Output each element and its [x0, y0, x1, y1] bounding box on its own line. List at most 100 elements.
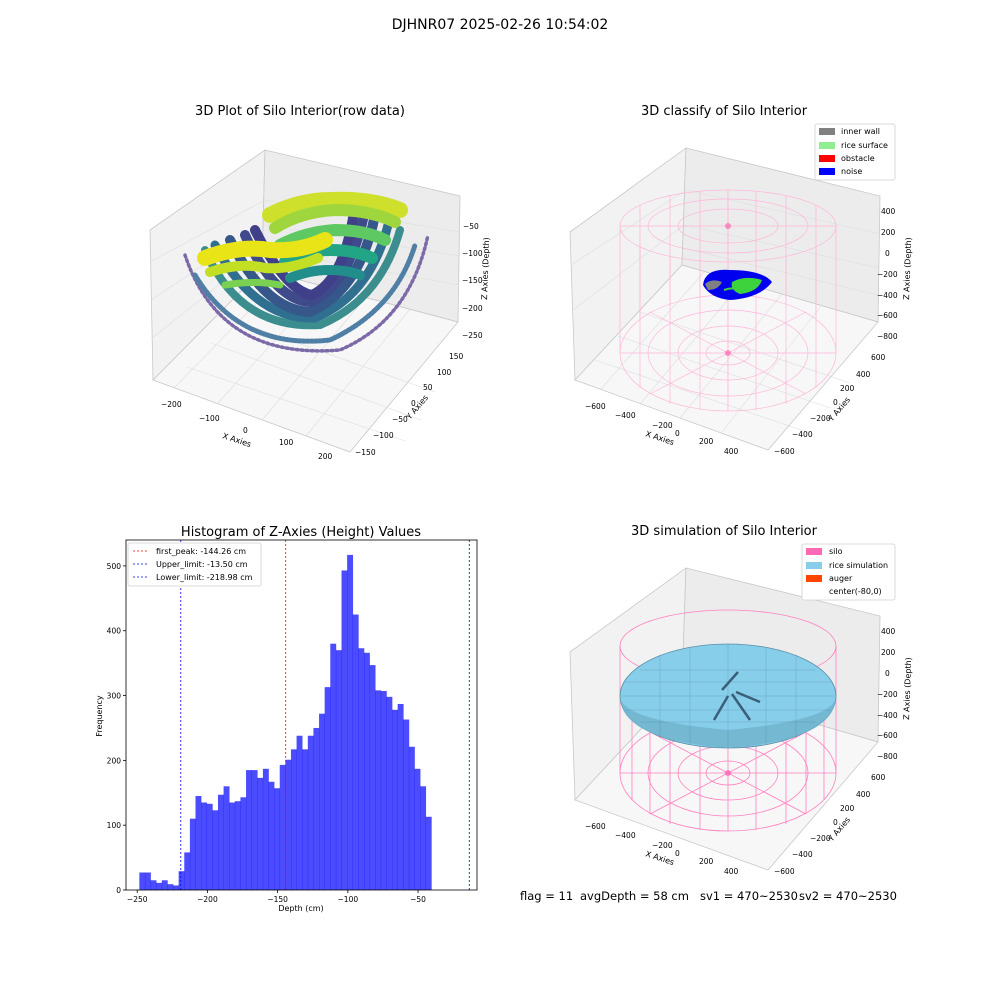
- classify-ytick: 400: [856, 370, 871, 379]
- classify-ztick: −800: [877, 332, 898, 341]
- legend-label: inner wall: [841, 127, 880, 136]
- histogram-bar: [246, 770, 252, 890]
- classify-xtick: −400: [615, 411, 636, 420]
- histogram-bar: [296, 735, 303, 890]
- sim-ztick: −800: [877, 752, 898, 761]
- histogram-bar: [369, 665, 376, 890]
- x-tick-label: −50: [410, 895, 426, 904]
- classify-xtick: −200: [652, 421, 673, 430]
- classify-plot-title: 3D classify of Silo Interior: [640, 104, 808, 119]
- raw-ytick: 0: [411, 399, 416, 408]
- classify-legend: inner wall rice surface obstacle noise: [814, 123, 896, 181]
- legend-first-peak: first_peak: -144.26 cm: [156, 547, 246, 556]
- histogram-bar: [195, 796, 202, 890]
- raw-ztick: −200: [462, 304, 483, 313]
- histogram-bar: [380, 691, 387, 890]
- histogram-bar: [139, 872, 146, 890]
- sim-ytick: 0: [833, 818, 838, 827]
- histogram-bar: [234, 801, 241, 890]
- histogram-bar: [319, 713, 325, 890]
- histogram-bars: [139, 554, 432, 890]
- histogram-bar: [324, 687, 331, 890]
- sim-ztick: −600: [877, 731, 898, 740]
- histogram-bar: [358, 648, 365, 890]
- histogram-bar: [347, 554, 354, 890]
- sim-ztick: −200: [877, 690, 898, 699]
- raw-ytick: −100: [373, 431, 394, 440]
- legend-label: auger: [829, 574, 853, 583]
- classify-ztick: −600: [877, 311, 898, 320]
- classify-ytick: −400: [792, 430, 813, 439]
- histogram-bar: [403, 719, 410, 890]
- legend-lower-limit: Lower_limit: -218.98 cm: [156, 573, 253, 582]
- histogram-ticks: −250 −200 −150 −100 −50 0 100 200 300 400 500: [107, 562, 427, 904]
- x-tick-label: −250: [127, 895, 148, 904]
- histogram-bar: [285, 759, 292, 890]
- y-tick-label: 400: [107, 627, 122, 636]
- x-tick-label: −100: [338, 895, 359, 904]
- sim-xtick: 0: [675, 849, 680, 858]
- classify-xtick: 0: [675, 429, 680, 438]
- histogram-bar: [290, 749, 297, 890]
- flag-text: flag = 11: [520, 889, 574, 903]
- raw-tick-labels: −200 −100 0 100 200 150 100 50 0 −50 −10…: [161, 222, 483, 461]
- histogram-bar: [375, 690, 382, 890]
- histogram-bar: [408, 746, 415, 890]
- raw-ztick: −50: [463, 222, 479, 231]
- histogram-bar: [161, 880, 168, 890]
- raw-ztick: −100: [462, 249, 483, 258]
- histogram-bar: [397, 703, 404, 890]
- histogram-bar: [341, 570, 348, 890]
- y-tick-label: 0: [116, 886, 121, 895]
- histogram-bar: [251, 770, 258, 890]
- histogram-bar: [414, 768, 421, 890]
- histogram-bar: [184, 852, 191, 890]
- histogram-bar: [212, 810, 219, 890]
- legend-upper-limit: Upper_limit: -13.50 cm: [156, 560, 248, 569]
- raw-ytick: −150: [355, 448, 376, 457]
- classify-ztick: 200: [881, 228, 896, 237]
- legend-swatch-obstacle: [819, 155, 835, 162]
- histogram-bar: [144, 872, 151, 890]
- histogram-bar: [335, 650, 342, 890]
- histogram-bar: [178, 871, 185, 890]
- histogram-chart: Histogram of Z-Axies (Height) Values −25…: [95, 525, 478, 913]
- histogram-frame: [125, 539, 478, 891]
- histogram-bar: [302, 749, 309, 890]
- histogram-bar: [189, 818, 196, 890]
- histogram-bar: [363, 652, 370, 890]
- legend-label: noise: [841, 167, 862, 176]
- sim-ztick: 0: [885, 669, 890, 678]
- histogram-ylabel: Frequency: [95, 695, 104, 737]
- x-tick-label: −150: [267, 895, 288, 904]
- sim-xtick: −200: [652, 841, 673, 850]
- raw-xtick: 200: [318, 452, 333, 461]
- histogram-legend: first_peak: -144.26 cm Upper_limit: -13.…: [127, 542, 262, 587]
- histogram-bar: [223, 786, 230, 890]
- classify-ytick: −200: [810, 414, 831, 423]
- raw-xtick: −200: [161, 400, 182, 409]
- classify-ytick: 600: [871, 353, 886, 362]
- classify-ytick: 200: [840, 384, 855, 393]
- sim-zlabel: Z Axies (Depth): [902, 657, 913, 720]
- simulation-plot-title: 3D simulation of Silo Interior: [631, 524, 817, 539]
- sim-ylabel: Y Axies: [826, 815, 852, 844]
- simulation-rice-surface: [619, 643, 837, 749]
- histogram-bar: [262, 768, 269, 890]
- sim-xtick: −400: [615, 831, 636, 840]
- histogram-bar: [150, 880, 157, 890]
- histogram-title: Histogram of Z-Axies (Height) Values: [181, 525, 421, 540]
- raw-xtick: 100: [279, 438, 294, 447]
- sim-xtick: −600: [585, 822, 606, 831]
- legend-label: rice surface: [841, 141, 888, 150]
- y-tick-label: 500: [107, 562, 122, 571]
- legend-label: center(-80,0): [829, 587, 882, 596]
- raw-point-cloud: [183, 191, 430, 353]
- classify-ztick: −200: [877, 270, 898, 279]
- histogram-bar: [257, 777, 264, 890]
- histogram-bar: [217, 794, 224, 890]
- sim-xlabel: X Axies: [644, 849, 675, 867]
- classify-ztick: 0: [885, 249, 890, 258]
- classify-ztick: −400: [877, 291, 898, 300]
- raw-ytick: 150: [449, 352, 464, 361]
